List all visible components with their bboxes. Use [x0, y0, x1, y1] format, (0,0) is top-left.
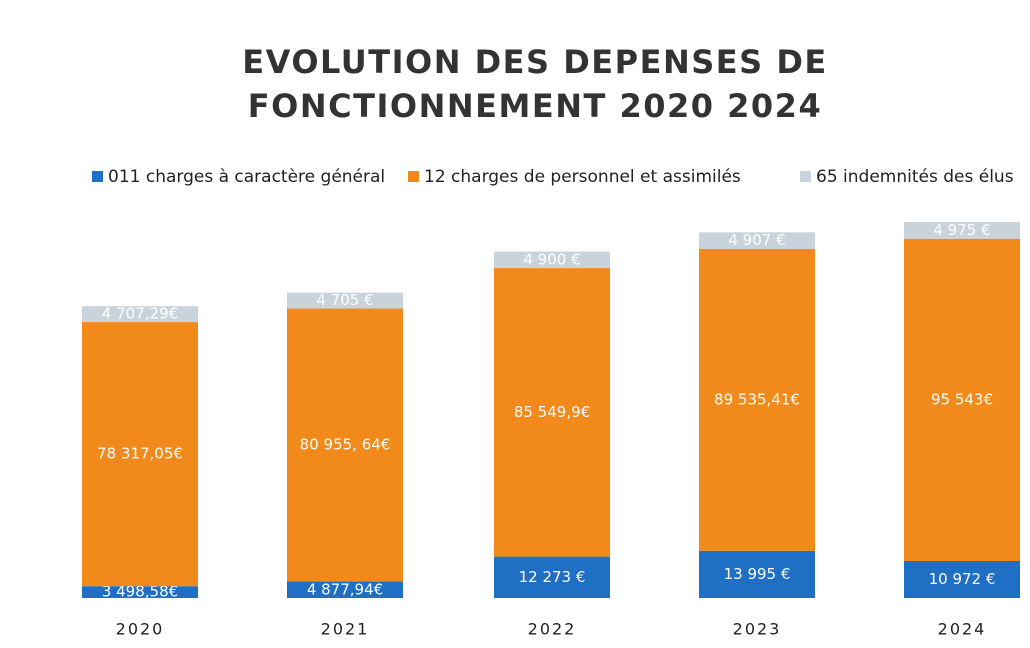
legend-swatch: [92, 171, 103, 182]
value-label: 3 498,58€: [102, 583, 178, 601]
legend-swatch: [408, 171, 419, 182]
value-label: 85 549,9€: [514, 403, 590, 421]
bar-segment: [904, 560, 1020, 598]
bar-segment: [494, 251, 610, 269]
bar-segment: [82, 306, 198, 323]
bar-segment: [82, 586, 198, 598]
chart-title: EVOLUTION DES DEPENSES DE FONCTIONNEMENT…: [242, 43, 828, 125]
bar-segment: [904, 238, 1020, 561]
bar-segment: [287, 308, 403, 582]
bar-segment: [699, 232, 815, 249]
value-label: 4 705 €: [316, 291, 373, 309]
value-label: 78 317,05€: [97, 445, 183, 463]
value-label: 12 273 €: [519, 568, 586, 586]
value-label: 13 995 €: [724, 565, 791, 583]
x-tick-label: 2023: [733, 620, 782, 639]
legend-label: 12 charges de personnel et assimilés: [424, 167, 741, 187]
x-tick-label: 2022: [528, 620, 577, 639]
x-tick-label: 2020: [116, 620, 165, 639]
bar-segment: [904, 222, 1020, 239]
bar-segment: [494, 268, 610, 557]
bar-segment: [287, 292, 403, 309]
bar-segment: [82, 322, 198, 587]
value-label: 10 972 €: [929, 570, 996, 588]
value-label: 95 543€: [931, 390, 993, 408]
value-label: 4 907 €: [728, 231, 785, 249]
bar-segment: [287, 581, 403, 598]
legend-swatch: [800, 171, 811, 182]
value-label: 80 955, 64€: [300, 436, 391, 454]
value-label: 4 877,94€: [307, 580, 383, 598]
value-label: 4 900 €: [523, 250, 580, 268]
bar-segment: [699, 248, 815, 551]
legend-label: 011 charges à caractère général: [108, 167, 385, 187]
value-label: 89 535,41€: [714, 390, 800, 408]
value-label: 4 707,29€: [102, 305, 178, 323]
x-tick-label: 2021: [321, 620, 370, 639]
legend-label: 65 indemnités des élus: [816, 167, 1014, 187]
bar-segment: [699, 550, 815, 598]
x-tick-label: 2024: [938, 620, 987, 639]
value-label: 4 975 €: [933, 221, 990, 239]
bar-segment: [494, 556, 610, 598]
